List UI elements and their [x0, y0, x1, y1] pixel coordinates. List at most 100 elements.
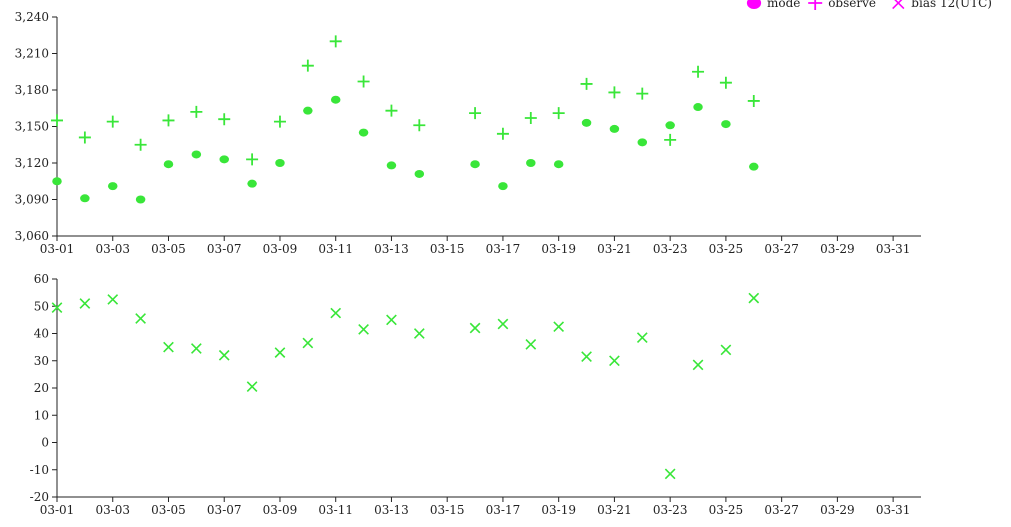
top-y-tick-label: 3,150	[15, 120, 49, 134]
bias-point	[636, 332, 648, 343]
bias-point	[748, 292, 760, 304]
legend-observe-icon	[808, 0, 823, 10]
observe-point	[106, 115, 119, 128]
bias-point	[413, 328, 425, 339]
mode-point	[553, 160, 564, 169]
observe-point	[636, 87, 649, 100]
top-x-tick-label: 03-19	[541, 242, 576, 256]
bottom-x-tick-label: 03-15	[430, 503, 465, 517]
observe-point	[273, 115, 286, 128]
top-x-tick-label: 03-09	[263, 242, 298, 256]
bottom-x-tick-label: 03-05	[151, 503, 186, 517]
mode-point	[581, 118, 592, 127]
observe-point	[329, 35, 342, 48]
bottom-y-tick-label: 20	[34, 381, 49, 395]
top-y-tick-label: 3,210	[15, 47, 49, 61]
top-y-tick-label: 3,060	[15, 229, 49, 243]
bias-point	[609, 355, 620, 367]
bottom-y-tick-label: 0	[41, 436, 49, 450]
top-y-tick-label: 3,180	[15, 83, 49, 97]
bias-point	[553, 321, 565, 333]
top-x-tick-label: 03-05	[151, 242, 186, 256]
observe-point	[134, 138, 147, 151]
observe-point	[552, 107, 565, 120]
legend-bias-icon	[892, 0, 905, 10]
bottom-y-tick-label: 30	[34, 354, 49, 368]
bottom-x-tick-label: 03-29	[820, 503, 855, 517]
mode-point	[330, 95, 341, 104]
bottom-y-tick-label: 40	[34, 327, 49, 341]
mode-point	[386, 161, 397, 170]
mode-point	[107, 182, 118, 191]
observe-point	[78, 131, 91, 144]
observe-point	[664, 133, 677, 146]
observe-point	[524, 111, 537, 124]
bottom-y-tick-label: 10	[34, 408, 49, 422]
mode-point	[191, 150, 202, 159]
top-y-tick-label: 3,240	[15, 10, 49, 24]
mode-point	[693, 103, 703, 112]
bias-point	[190, 343, 202, 354]
legend-observe-label: observe	[828, 0, 876, 10]
mode-point	[665, 121, 675, 130]
bias-point	[692, 359, 704, 371]
mode-point	[721, 120, 731, 129]
mode-point	[135, 195, 146, 204]
bias-point	[386, 314, 397, 326]
mode-point	[609, 124, 620, 133]
bias-point	[664, 468, 676, 480]
bottom-x-tick-label: 03-17	[486, 503, 521, 517]
mode-point	[219, 155, 229, 164]
observe-point	[246, 153, 259, 166]
top-x-tick-label: 03-31	[876, 242, 911, 256]
observe-point	[301, 59, 314, 72]
mode-point	[52, 177, 62, 186]
mode-point	[163, 160, 174, 169]
observe-point	[719, 76, 732, 89]
observe-point	[357, 75, 370, 88]
top-x-tick-label: 03-07	[207, 242, 242, 256]
top-x-tick-label: 03-03	[95, 242, 130, 256]
top-x-tick-label: 03-27	[764, 242, 799, 256]
mode-point	[80, 194, 90, 203]
top-y-tick-label: 3,090	[15, 193, 49, 207]
bias-point	[274, 347, 286, 358]
top-x-tick-label: 03-13	[374, 242, 409, 256]
mode-point	[414, 169, 425, 178]
bottom-x-tick-label: 03-03	[95, 503, 130, 517]
observe-point	[692, 65, 705, 78]
bottom-y-tick-label: 50	[34, 299, 49, 313]
bottom-y-tick-label: 60	[34, 272, 49, 286]
bias-point	[330, 307, 342, 319]
bias-point	[51, 302, 63, 313]
legend-bias-label: bias	[911, 0, 936, 10]
bias-point	[302, 337, 314, 349]
observe-point	[51, 114, 63, 127]
bias-point	[469, 322, 481, 334]
bias-point	[218, 349, 230, 361]
bias-point	[581, 351, 592, 363]
bias-point	[497, 318, 509, 330]
bottom-x-tick-label: 03-19	[541, 503, 576, 517]
observe-point	[385, 104, 398, 117]
mode-point	[498, 182, 508, 191]
bottom-x-tick-label: 03-09	[263, 503, 298, 517]
bias-point	[135, 313, 146, 324]
top-y-tick-label: 3,120	[15, 156, 49, 170]
observe-point	[747, 94, 760, 107]
top-x-tick-label: 03-01	[40, 242, 75, 256]
mode-point	[749, 162, 759, 171]
bias-point	[163, 341, 174, 353]
mode-point	[358, 128, 369, 137]
bottom-x-tick-label: 03-21	[597, 503, 632, 517]
bottom-x-tick-label: 03-11	[318, 503, 353, 517]
bias-point	[358, 324, 369, 335]
bottom-x-tick-label: 03-25	[709, 503, 744, 517]
bottom-y-tick-label: -20	[30, 490, 49, 504]
bias-point	[720, 344, 732, 356]
bottom-x-tick-label: 03-01	[40, 503, 75, 517]
observe-point	[469, 107, 482, 120]
bottom-x-tick-label: 03-13	[374, 503, 409, 517]
